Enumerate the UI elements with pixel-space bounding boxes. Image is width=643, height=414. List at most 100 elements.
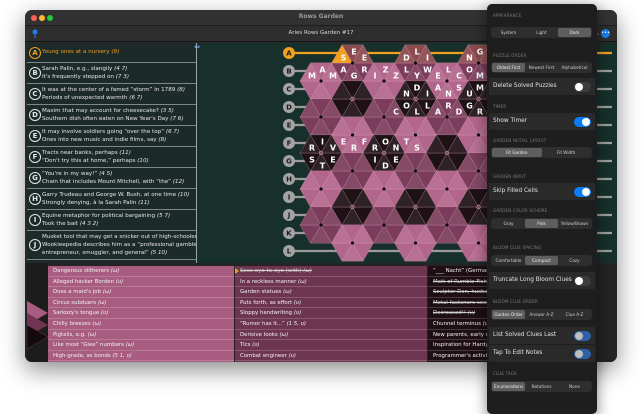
segment-option[interactable]: Newest First: [528, 65, 555, 70]
spacing-segmented[interactable]: Comfortable Compact Cozy: [491, 255, 592, 266]
toggle-switch[interactable]: [574, 349, 591, 359]
cell-shade: [415, 188, 437, 207]
bloom-clue[interactable]: Dangerous slitherers (ω): [48, 266, 234, 277]
bloom-clue[interactable]: Like most “Glee” numbers (ω): [48, 340, 234, 351]
segment-option[interactable]: Comfortable: [495, 258, 522, 263]
row-label-d[interactable]: D: [283, 101, 295, 113]
segment-option[interactable]: Oldest First: [492, 63, 525, 72]
bloom-clue[interactable]: Inspiration for Hardy's: [428, 340, 518, 351]
bloom-clue[interactable]: Does a maid's job (ω): [48, 287, 234, 298]
bloom-clue[interactable]: Alleged hacker Borden (ʋ): [48, 277, 234, 288]
bloom-clue[interactable]: Sloppy handwriting (ʋ): [235, 308, 427, 319]
toggle-switch[interactable]: [574, 276, 591, 286]
resize-handle-icon[interactable]: ⇔: [194, 43, 200, 51]
segment-option[interactable]: Dark: [558, 28, 591, 37]
clue-tags-segmented[interactable]: Enumerations Notations None: [491, 381, 592, 392]
pin-icon[interactable]: [32, 29, 38, 38]
segment-option[interactable]: None: [569, 384, 580, 389]
segment-option[interactable]: Fit Garden: [492, 148, 542, 157]
bloom-clue[interactable]: “___ Nacht” (German: [428, 266, 518, 277]
segment-option[interactable]: Light: [536, 30, 547, 35]
appearance-segmented[interactable]: System Light Dark: [491, 27, 592, 38]
minimize-button[interactable]: [39, 15, 45, 21]
cell-letter: R: [477, 108, 483, 117]
clue-line: It's frequently stepped on (7 3): [42, 73, 194, 81]
row-clue-d[interactable]: D Maxim that may account for cheesecake? …: [27, 105, 196, 126]
bloom-clue[interactable]: Derisive looks (ω): [235, 330, 427, 341]
garden-svg[interactable]: SEE DLI NGMAMAGRIZZLYWELCOMNDIANSUMCOLLARD…: [197, 43, 617, 263]
row-label-circle: [283, 137, 295, 149]
row-label-j[interactable]: J: [283, 209, 295, 221]
bloom-clue[interactable]: Chilly breezes (ω): [48, 319, 234, 330]
segment-option[interactable]: Enumerations: [492, 382, 525, 391]
row-label-l[interactable]: L: [283, 245, 295, 257]
bloom-clue[interactable]: Metal-fasteners-seen: [428, 298, 518, 309]
toggle-switch[interactable]: [574, 82, 591, 92]
bloom-order-segmented[interactable]: Garden Order Answer A-Z Clue A-Z: [491, 309, 592, 320]
toggle-switch[interactable]: [574, 331, 591, 341]
layout-segmented[interactable]: Fit Garden Fit Width: [491, 147, 592, 158]
row-label-b[interactable]: B: [283, 65, 295, 77]
cell-shade: [468, 99, 489, 118]
ellipsis-circle-icon[interactable]: •••: [601, 29, 610, 38]
bloom-clue[interactable]: Pigtails, e.g. (ω): [48, 330, 234, 341]
bloom-clue[interactable]: Puts forth, as effort (ʋ): [235, 298, 427, 309]
puzzle-order-segmented[interactable]: Oldest First Newest First Alphabetical: [491, 62, 592, 73]
bloom-clue[interactable]: Combat engineer (ʋ): [235, 351, 427, 362]
segment-option[interactable]: Yellow/Brown: [560, 221, 589, 226]
row-clue-f[interactable]: F Tracts near banks, perhaps (11) “Don't t…: [27, 147, 196, 168]
toggle-switch[interactable]: [574, 187, 591, 197]
segment-option[interactable]: Compact: [525, 256, 558, 265]
bloom-clue[interactable]: New parents, early on: [428, 330, 518, 341]
bloom-clue[interactable]: Sees-eye-to-eye-(with) (ω): [235, 266, 427, 277]
bloom-clue[interactable]: Chunnel terminus (ʋ): [428, 319, 518, 330]
bloom-clue[interactable]: “Rumor has it...” (1 5, ʋ): [235, 319, 427, 330]
row-label-h[interactable]: H: [283, 173, 295, 185]
row-label-g[interactable]: G: [283, 155, 295, 167]
bloom-selector[interactable]: [27, 263, 48, 362]
cell-shade: [384, 62, 405, 81]
row-label-a[interactable]: A: [283, 47, 295, 59]
segment-option[interactable]: System: [500, 30, 517, 35]
segment-option[interactable]: Notations: [531, 384, 552, 389]
row-label-f[interactable]: F: [283, 137, 295, 149]
row-clue-c[interactable]: C It was at the center of a famed “storm”…: [27, 84, 196, 105]
row-clue-i[interactable]: I Equine metaphor for political bargainin…: [27, 210, 196, 231]
bloom-clue[interactable]: Circus subduers (ω): [48, 298, 234, 309]
segment-option[interactable]: Garden Order: [492, 310, 525, 319]
bloom-clue[interactable]: High-grade, as bonds (5 1, ʋ): [48, 351, 234, 362]
row-clue-list[interactable]: A Young ones at a nursery (9) B Sarah Palin…: [27, 43, 197, 263]
row-clue-a[interactable]: A Young ones at a nursery (9): [27, 43, 196, 63]
bloom-clue[interactable]: In a reckless manner (ω): [235, 277, 427, 288]
toggle-switch[interactable]: [574, 117, 591, 127]
segment-option[interactable]: Gray: [503, 221, 514, 226]
segment-option[interactable]: Answer A-Z: [529, 312, 554, 317]
segment-option[interactable]: Alphabetical: [561, 65, 588, 70]
row-clue-h[interactable]: H Garry Trudeau and George W. Bush, at on…: [27, 189, 196, 210]
row-clue-g[interactable]: G “You're in my way!” (4 5) Chain that inc…: [27, 168, 196, 189]
zoom-button[interactable]: [47, 15, 53, 21]
row-label-k[interactable]: K: [283, 227, 295, 239]
row-clue-j[interactable]: J Musket tool that may get a snicker out …: [27, 231, 196, 260]
row-clue-b[interactable]: B Sarah Palin, e.g., slangily (4 7) It's f…: [27, 63, 196, 84]
segment-option[interactable]: Pink: [525, 219, 558, 228]
segment-option[interactable]: Cozy: [569, 258, 580, 263]
cell: [394, 80, 416, 100]
row-label-c[interactable]: C: [283, 83, 295, 95]
bloom-clue[interactable]: Matt-of-Rumble-Fish: [428, 277, 518, 288]
row-clue-e[interactable]: E It may involve soldiers going “over the…: [27, 126, 196, 147]
cell-shade: [331, 80, 353, 99]
bloom-clue[interactable]: Sarkozy's tongue (ʋ): [48, 308, 234, 319]
row-label-e[interactable]: E: [283, 119, 295, 131]
bloom-clue[interactable]: Decreased!! (ʋ): [428, 308, 518, 319]
segment-option[interactable]: Fit Width: [557, 150, 576, 155]
setting-label: Tap To Edit Notes: [493, 350, 543, 356]
bloom-clue[interactable]: Programmer's activity: [428, 351, 518, 362]
color-scheme-segmented[interactable]: Gray Pink Yellow/Brown: [491, 218, 592, 229]
row-label-i[interactable]: I: [283, 191, 295, 203]
segment-option[interactable]: Clue A-Z: [565, 312, 584, 317]
bloom-clue[interactable]: Garden statues (ω): [235, 287, 427, 298]
bloom-clue[interactable]: Tics (ʋ): [235, 340, 427, 351]
bloom-clue[interactable]: Sculptor Don, husband: [428, 287, 518, 298]
close-button[interactable]: [31, 15, 37, 21]
